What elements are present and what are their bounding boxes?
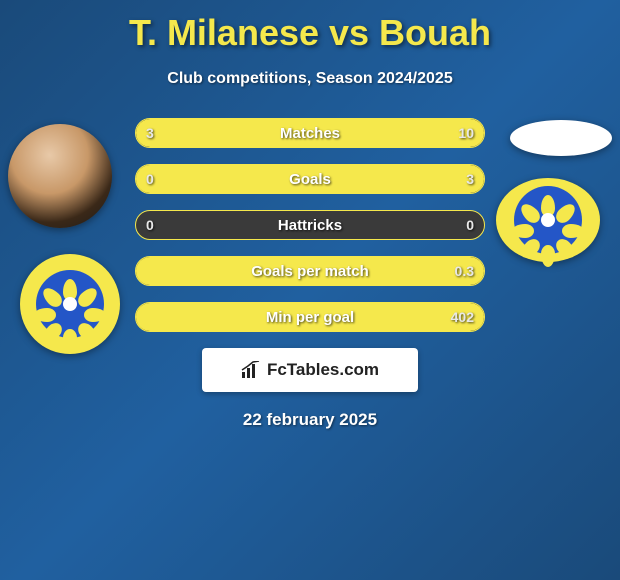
team-right-crest <box>496 178 600 262</box>
brand-box[interactable]: FcTables.com <box>202 348 418 392</box>
crest-icon <box>36 270 104 338</box>
stat-value-left: 0 <box>146 171 154 187</box>
brand-text: FcTables.com <box>267 360 379 380</box>
stat-value-right: 10 <box>458 125 474 141</box>
team-left-crest <box>20 254 120 354</box>
stat-value-left: 3 <box>146 125 154 141</box>
stat-row: 3 Matches 10 <box>135 118 485 148</box>
stat-value-right: 3 <box>466 171 474 187</box>
stat-value-left: 0 <box>146 217 154 233</box>
stat-row: 0 Goals 3 <box>135 164 485 194</box>
crest-icon <box>514 186 582 254</box>
stat-label: Goals per match <box>251 263 369 280</box>
player-right-avatar <box>510 120 612 156</box>
stats-container: 3 Matches 10 0 Goals 3 0 Hattricks 0 Goa… <box>135 118 485 332</box>
stat-fill-right <box>216 119 484 147</box>
stat-value-right: 0.3 <box>455 263 474 279</box>
stat-label: Hattricks <box>278 217 342 234</box>
stat-row: Min per goal 402 <box>135 302 485 332</box>
stat-label: Goals <box>289 171 331 188</box>
page-title: T. Milanese vs Bouah <box>0 0 620 54</box>
player-left-avatar <box>8 124 112 228</box>
stat-value-right: 0 <box>466 217 474 233</box>
date-text: 22 february 2025 <box>0 410 620 430</box>
chart-icon <box>241 361 261 379</box>
stat-label: Min per goal <box>266 309 354 326</box>
stat-label: Matches <box>280 125 340 142</box>
stat-row: Goals per match 0.3 <box>135 256 485 286</box>
subtitle: Club competitions, Season 2024/2025 <box>0 70 620 88</box>
stat-value-right: 402 <box>451 309 474 325</box>
stat-row: 0 Hattricks 0 <box>135 210 485 240</box>
